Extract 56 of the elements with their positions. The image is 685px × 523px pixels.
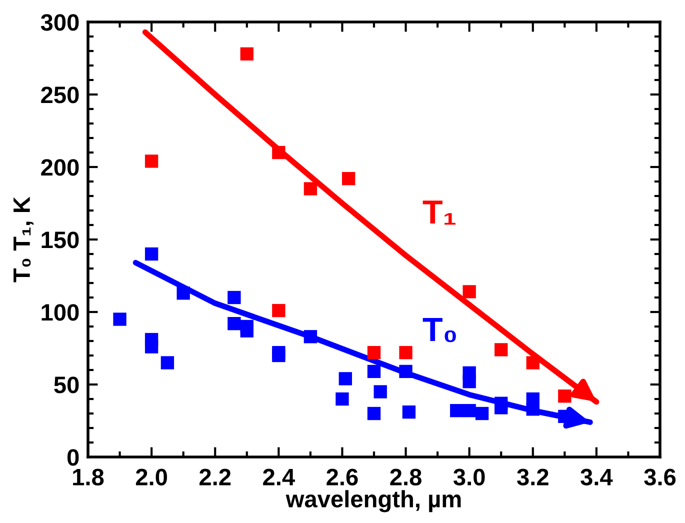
x-tick-label: 3.0 [453,468,485,486]
point [304,330,318,344]
point [342,172,356,186]
point [113,312,126,326]
point [272,146,286,160]
x-tick-label: 2.6 [326,468,358,486]
point [160,356,174,370]
point [272,304,286,318]
point [462,375,476,388]
point [228,290,241,304]
point [144,247,158,261]
x-axis-title: wavelength, µm [286,490,461,512]
series-label: T₁ [422,200,456,225]
x-tick-label: 3.2 [517,468,548,486]
x-tick-label: 2.4 [263,468,295,486]
point [144,340,158,354]
point [240,324,254,338]
x-tick-label: 3.6 [644,468,676,486]
point [494,401,508,414]
point [144,154,158,168]
point [374,385,387,398]
series-label: T₀ [422,318,456,342]
x-tick-label: 2.2 [200,468,231,486]
y-tick-label: 150 [42,232,79,248]
x-tick-label: 2.0 [136,468,167,486]
point [367,364,381,378]
point [494,343,508,356]
x-tick-label: 1.8 [73,468,104,486]
point [558,390,572,403]
point [228,317,241,330]
point [399,346,412,360]
y-tick-label: 50 [54,376,79,394]
point [402,405,416,419]
y-tick-label: 0 [67,449,79,466]
y-tick-label: 300 [40,14,79,31]
x-tick-label: 3.4 [580,468,613,486]
point [462,285,476,298]
y-tick-label: 200 [41,159,79,176]
point [526,356,540,370]
point [336,392,349,406]
point [450,404,464,418]
point [526,402,540,416]
y-tick-label: 100 [42,304,79,321]
point [272,348,286,362]
point [338,372,352,386]
point [462,404,476,418]
y-axis-title: T₀ T₁, K [14,196,34,282]
x-tick-label: 2.8 [390,468,422,486]
point [176,286,190,300]
point [304,182,318,196]
point [240,47,254,60]
point [475,406,489,420]
point [367,346,381,360]
point [367,406,381,420]
y-tick-label: 250 [41,86,79,104]
point [399,364,412,378]
